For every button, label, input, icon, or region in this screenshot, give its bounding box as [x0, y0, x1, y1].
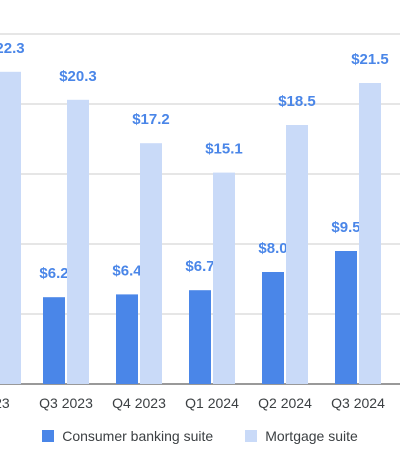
data-label: $17.2	[132, 111, 170, 128]
bar	[140, 143, 162, 384]
legend-swatch-consumer	[42, 430, 55, 442]
category-label: Q1 2024	[185, 395, 239, 411]
category-label: 023	[0, 395, 10, 411]
data-label: 22.3	[0, 40, 25, 57]
data-label: $20.3	[59, 68, 97, 85]
legend-item-mortgage: Mortgage suite	[245, 428, 358, 444]
bar	[262, 272, 284, 384]
bar	[335, 251, 357, 384]
data-label: $8.0	[258, 240, 287, 257]
legend: Consumer banking suite Mortgage suite	[0, 428, 400, 444]
data-label: $15.1	[205, 141, 243, 158]
category-label: Q4 2023	[112, 395, 166, 411]
legend-label-mortgage: Mortgage suite	[265, 428, 358, 444]
data-label: $6.2	[39, 265, 68, 282]
data-label: $21.5	[351, 51, 389, 68]
legend-item-consumer: Consumer banking suite	[42, 428, 213, 444]
bar	[0, 71, 21, 385]
data-label: $18.5	[278, 93, 316, 110]
bar	[43, 297, 65, 384]
bar	[67, 99, 89, 385]
bar	[359, 83, 381, 384]
data-label: $6.7	[185, 258, 214, 275]
category-label: Q2 2024	[258, 395, 312, 411]
legend-label-consumer: Consumer banking suite	[62, 428, 214, 444]
data-label: $9.5	[331, 219, 360, 236]
bar	[286, 125, 308, 384]
category-label: Q3 2024	[331, 395, 385, 411]
legend-swatch-mortgage	[245, 430, 258, 442]
bar	[116, 294, 138, 384]
category-label: Q3 2023	[39, 395, 93, 411]
data-label: $6.4	[112, 262, 142, 279]
bar	[213, 172, 235, 384]
bar	[189, 290, 211, 384]
